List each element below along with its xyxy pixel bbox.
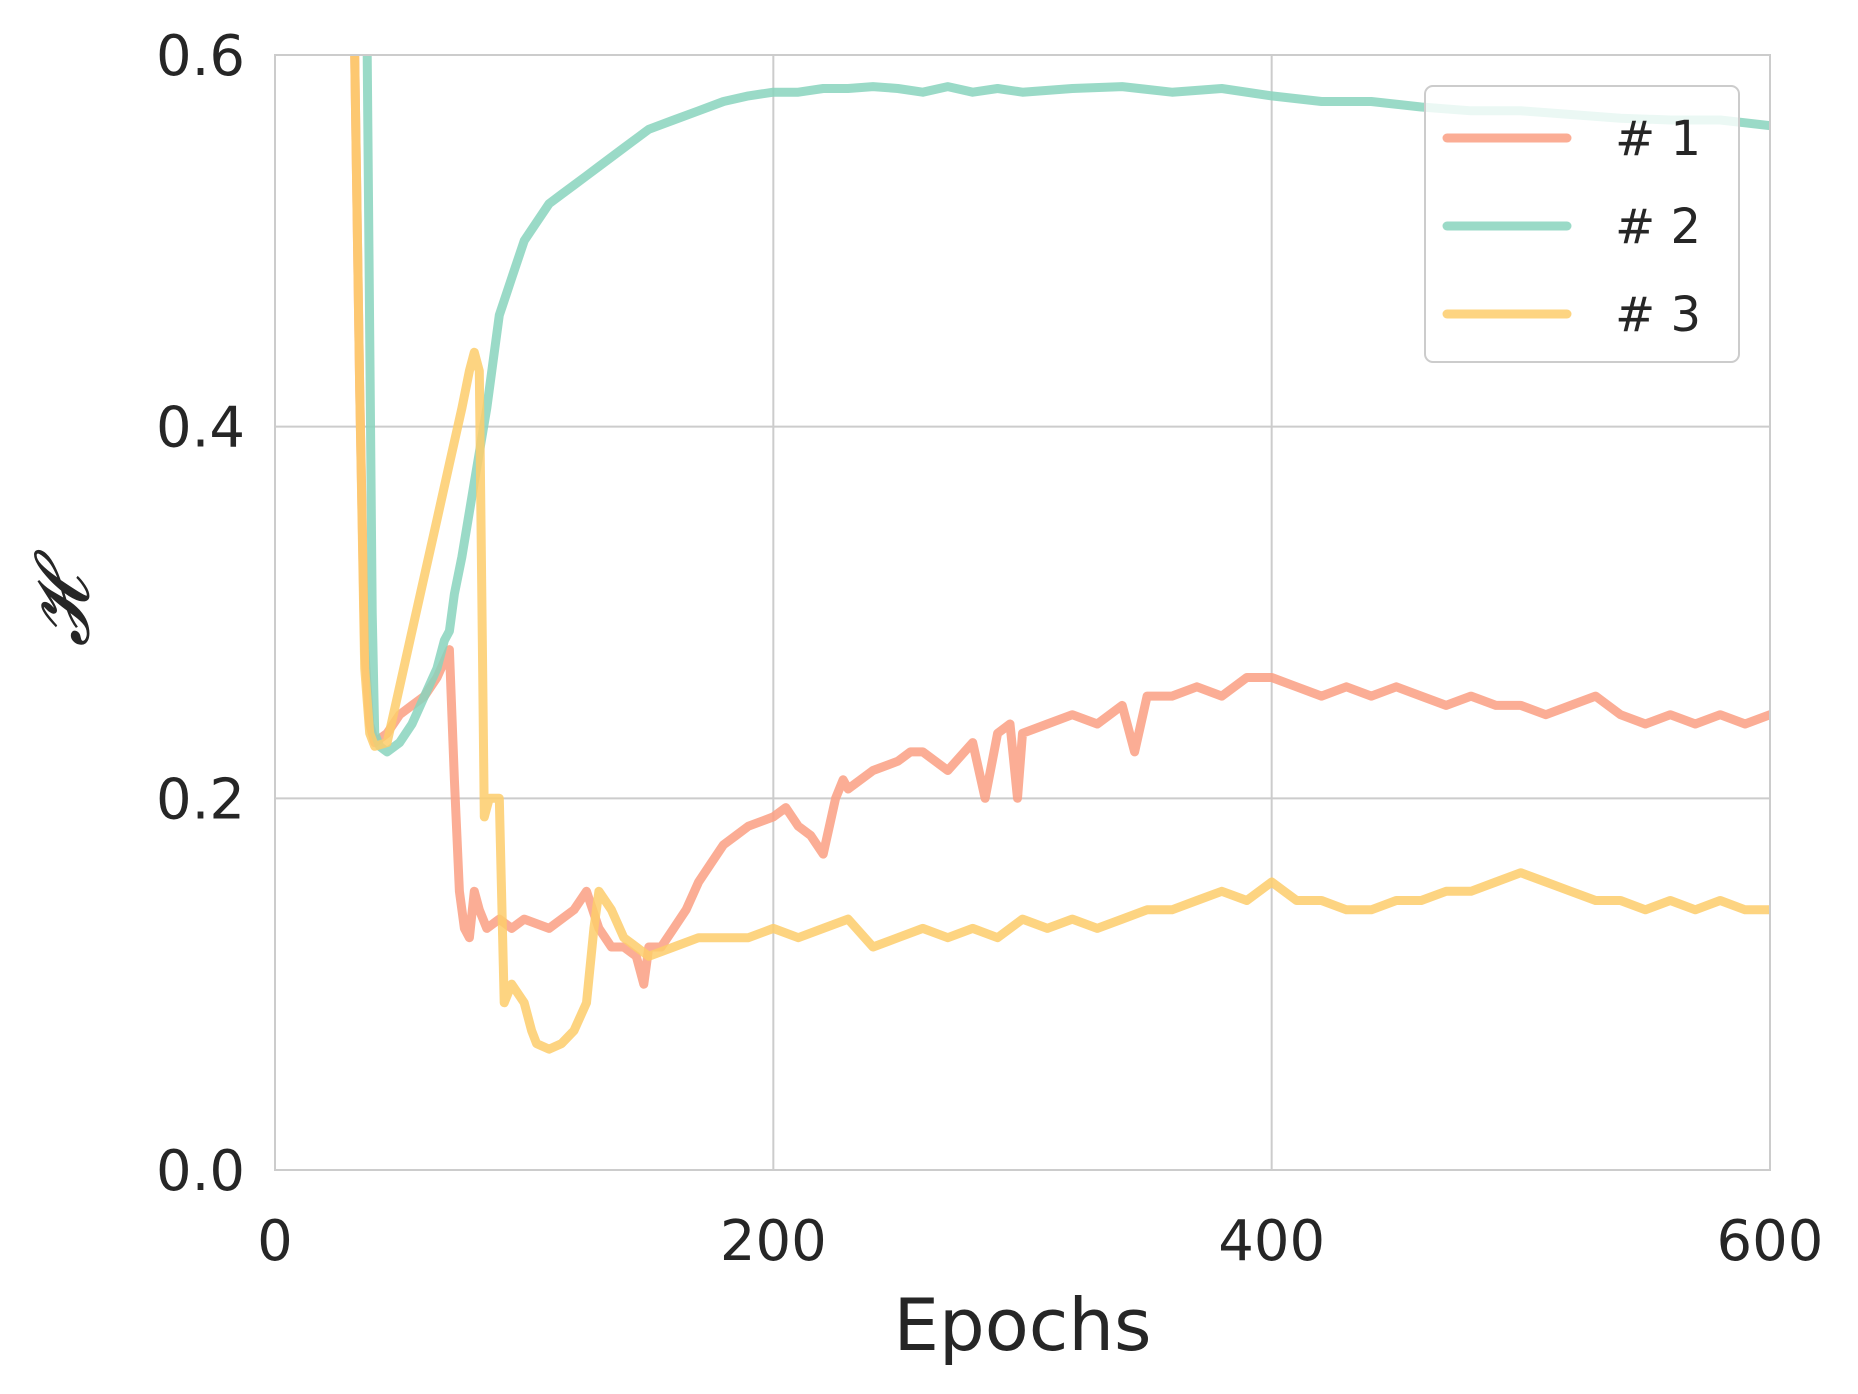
x-tick-label: 0 (257, 1209, 293, 1274)
y-tick-label: 0.0 (156, 1139, 245, 1204)
y-tick-label: 0.2 (156, 767, 245, 832)
series-line-1 (350, 55, 1770, 989)
y-tick-label: 0.4 (156, 396, 245, 461)
x-tick-label: 200 (720, 1209, 827, 1274)
series-layer (350, 55, 1770, 1054)
x-tick-label: 400 (1218, 1209, 1325, 1274)
y-tick-label: 0.6 (156, 24, 245, 89)
legend-label-2: # 2 (1615, 199, 1701, 255)
legend-label-1: # 1 (1615, 111, 1701, 167)
x-axis-title: Epochs (894, 1283, 1152, 1367)
x-tick-label: 600 (1717, 1209, 1824, 1274)
tick-labels: 0 200 400 600 0.0 0.2 0.4 0.6 (156, 24, 1824, 1274)
grid (275, 55, 1770, 1170)
legend-box (1424, 85, 1740, 363)
legend-label-3: # 3 (1615, 287, 1701, 343)
series-line-3 (350, 55, 1770, 1054)
series-line-2 (362, 55, 1770, 757)
plot-frame (274, 54, 1771, 1171)
legend: # 1 # 2 # 3 (1424, 85, 1740, 363)
